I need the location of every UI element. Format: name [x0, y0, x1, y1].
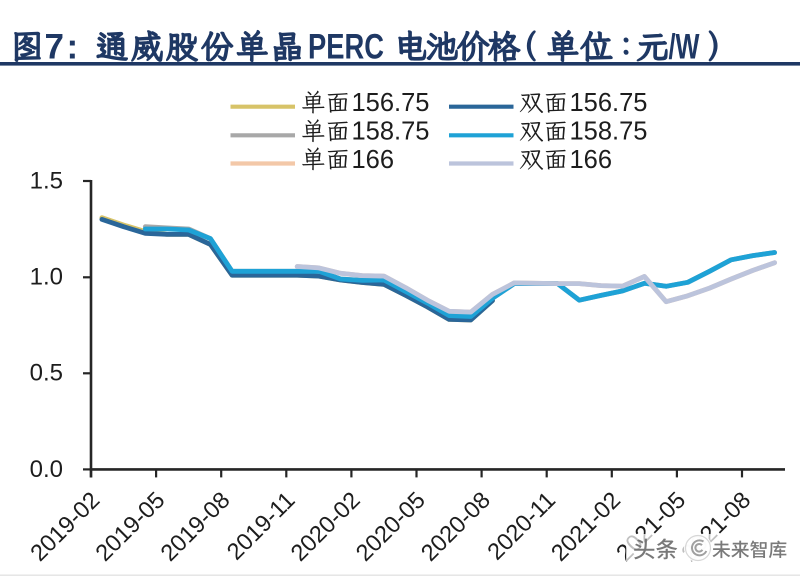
svg-text:1.5: 1.5 [30, 167, 63, 194]
svg-text:158.75: 158.75 [352, 118, 430, 146]
svg-text:166: 166 [570, 146, 613, 174]
svg-text:0.5: 0.5 [30, 360, 63, 387]
svg-text::: : [67, 28, 79, 67]
svg-text:/W: /W [669, 28, 700, 67]
svg-text:158.75: 158.75 [570, 118, 648, 146]
svg-text:156.75: 156.75 [570, 89, 648, 117]
svg-text:156.75: 156.75 [352, 89, 430, 117]
svg-text:0.0: 0.0 [30, 456, 63, 483]
svg-text:1.0: 1.0 [30, 264, 63, 291]
svg-text:166: 166 [352, 146, 395, 174]
svg-text:PERC: PERC [308, 28, 384, 67]
svg-text:7: 7 [45, 28, 64, 67]
